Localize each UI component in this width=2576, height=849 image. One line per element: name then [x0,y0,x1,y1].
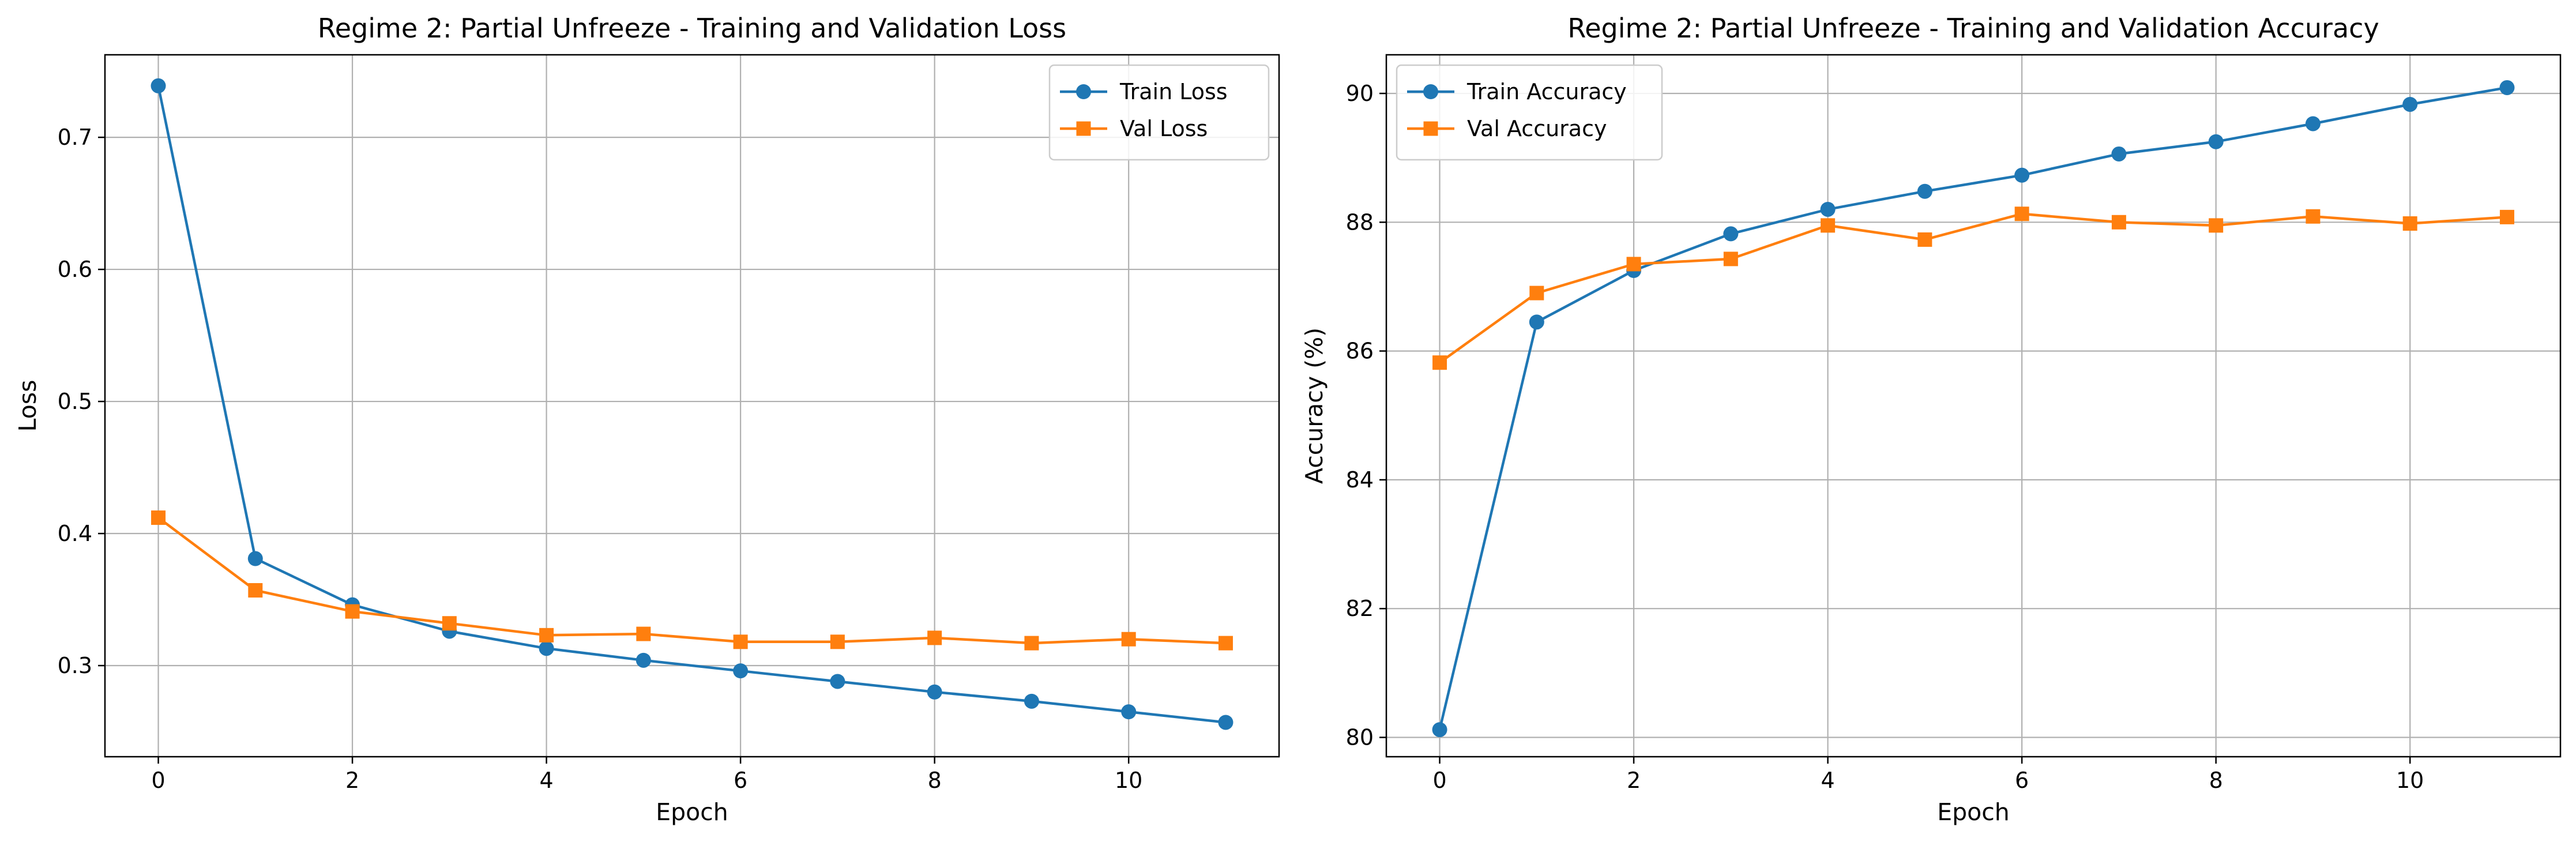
chart1-series-1-point-7 [830,674,845,689]
chart1-xtick-label-4: 8 [928,768,942,793]
chart2-xtick-label-3: 6 [2015,768,2029,793]
chart2-plot-frame [1385,54,2562,758]
chart1-series-1-point-1 [247,551,263,566]
chart1-series-1-point-9 [1024,693,1039,709]
chart1-series-1-point-0 [151,78,166,93]
chart1-series-1-point-11 [1218,715,1234,730]
chart1-series-2-point-4 [539,628,554,643]
chart1-series-2-point-2 [345,604,360,619]
chart2-series-2-point-0 [1432,355,1447,370]
chart2-ytick-label-5: 90 [1346,81,1374,106]
chart2-ytick-label-3: 86 [1346,339,1374,364]
chart1-series-2-line [157,516,1226,645]
chart2-series-1-point-9 [2305,116,2321,132]
chart2-series-2-point-6 [2014,206,2029,221]
chart2-series-2-line [1439,212,2507,364]
chart2-series-1-point-0 [1432,722,1447,738]
chart2-series-2-point-1 [1529,285,1544,300]
chart2-series-2-point-3 [1723,251,1738,266]
chart1-series-1-point-8 [927,684,942,700]
chart2-series-2-point-4 [1821,218,1836,233]
chart1-xtick-label-5: 10 [1115,768,1142,793]
chart2-series-1-point-11 [2499,80,2515,95]
chart1-xtick-label-1: 2 [345,768,359,793]
chart2-series-1-point-5 [1917,183,1932,199]
chart2-xtick-label-4: 8 [2209,768,2223,793]
chart1-series-2-point-11 [1218,636,1233,651]
chart2-xtick-label-0: 0 [1432,768,1446,793]
chart2-series-1-point-4 [1820,201,1836,217]
chart1-ytick-label-4: 0.7 [58,125,92,150]
chart2-ytick-label-4: 88 [1346,209,1374,235]
chart2-series-1-point-3 [1723,226,1739,242]
chart2-series-1-point-7 [2111,146,2127,161]
chart2-ytick-label-0: 80 [1346,725,1374,750]
chart2-title: Regime 2: Partial Unfreeze - Training an… [1567,13,2379,44]
chart1-legend-label-2: Val Loss [1120,116,1208,141]
chart1-legend-marker-2 [1076,121,1091,136]
chart2-series-1-line [1438,86,2507,730]
chart1-ytick-label-3: 0.6 [58,257,92,282]
chart2-series-1-point-10 [2402,96,2418,112]
chart2-series-2-point-2 [1626,257,1641,272]
chart1-series-1-point-6 [733,663,749,679]
chart2-series-2-point-8 [2209,218,2224,233]
chart1-series-1-point-4 [539,641,554,656]
chart1-legend-marker-1 [1076,84,1091,99]
chart1-series-2-point-8 [927,630,942,645]
chart1-series-2-point-6 [733,634,748,649]
chart2-legend-marker-2 [1423,121,1438,136]
chart2-xtick-label-2: 4 [1821,768,1835,793]
chart2-series-2-point-9 [2306,209,2321,224]
chart2-ytick-label-2: 84 [1346,467,1374,493]
chart2-xtick-label-5: 10 [2396,768,2424,793]
chart1-ytick-label-0: 0.3 [58,653,92,678]
chart1-ylabel: Loss [14,380,42,432]
chart1-series-2-point-5 [636,626,651,641]
chart2-series-2-point-7 [2111,215,2126,230]
chart1-xtick-label-2: 4 [540,768,554,793]
chart1-title: Regime 2: Partial Unfreeze - Training an… [318,13,1066,44]
chart2-series-1-point-8 [2208,134,2224,149]
chart2-series-2-point-5 [1917,232,1932,247]
chart1-plot-frame [104,54,1280,758]
chart2-ytick-label-1: 82 [1346,596,1374,621]
chart1-legend-box [1048,64,1270,161]
chart2-xtick-label-1: 2 [1627,768,1641,793]
chart2-series-1-point-6 [2014,167,2030,183]
chart1-series-2-point-3 [442,616,457,631]
chart1-series-2-point-0 [151,510,166,525]
chart1-group: 0 2 4 6 8 10 0.3 0.4 0.5 0.6 0.7 Regime 2: Partial … [14,13,1280,826]
chart2-legend-label-2: Val Accuracy [1467,116,1607,141]
chart1-series-2-point-1 [248,583,263,598]
chart2-legend-box [1396,64,1663,161]
chart1-series-2-point-7 [830,634,845,649]
chart2-legend-label-1: Train Accuracy [1466,79,1627,104]
chart1-series-1-point-10 [1121,704,1137,720]
chart1-legend-label-1: Train Loss [1119,79,1228,104]
chart1-xtick-label-0: 0 [151,768,165,793]
chart1-series-2-point-10 [1121,632,1136,647]
chart1-ytick-label-1: 0.4 [58,521,92,546]
chart2-legend-marker-1 [1423,84,1438,99]
chart2-ylabel: Accuracy (%) [1300,328,1328,484]
chart1-ytick-label-2: 0.5 [58,389,92,414]
chart1-series-2-point-9 [1024,636,1039,651]
chart2-series-2-point-10 [2402,216,2417,231]
chart1-xlabel: Epoch [656,798,728,826]
chart2-xlabel: Epoch [1937,798,2010,826]
chart1-xtick-label-3: 6 [734,768,747,793]
chart1-series-1-line [157,85,1226,724]
chart2-series-1-point-1 [1529,314,1544,330]
chart1-series-1-point-5 [635,652,651,668]
chart2-group: 0 2 4 6 8 10 80 82 84 86 88 90 Regime 2: Partial Unf… [1300,13,2562,826]
chart2-series-2-point-11 [2499,209,2514,224]
